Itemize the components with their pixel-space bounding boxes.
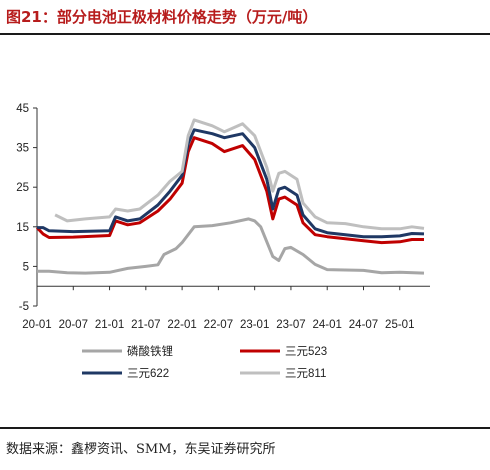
series-line xyxy=(54,118,425,231)
chart-legend: 磷酸铁锂 三元523 三元622 三元811 xyxy=(82,344,327,380)
chart-axes: -5 5 15 25 35 45 20-01 20-07 21-01 21-07 22-01 22-0… xyxy=(16,103,430,331)
y-tick-label: 25 xyxy=(16,182,29,194)
y-tick-label: 5 xyxy=(23,261,29,273)
y-tick-label: 45 xyxy=(16,103,29,115)
series-line xyxy=(35,136,424,245)
y-tick-label: 15 xyxy=(16,222,29,234)
legend-label: 三元523 xyxy=(285,346,327,358)
x-tick-label: 23-07 xyxy=(276,319,305,331)
x-tick-label: 24-07 xyxy=(349,319,378,331)
x-tick-label: 23-01 xyxy=(240,319,269,331)
x-tick-label: 20-01 xyxy=(22,319,51,331)
top-rule xyxy=(0,33,490,35)
figure-title: 图21：部分电池正极材料价格走势（万元/吨） xyxy=(6,8,318,26)
legend-label: 三元622 xyxy=(127,368,169,380)
x-tick-label: 22-07 xyxy=(204,319,233,331)
series-line xyxy=(37,217,425,275)
chart-series xyxy=(35,118,425,275)
bottom-rule xyxy=(0,427,490,429)
x-tick-label: 25-01 xyxy=(385,319,414,331)
x-tick-label: 20-07 xyxy=(59,319,88,331)
x-tick-label: 22-01 xyxy=(167,319,196,331)
legend-label: 三元811 xyxy=(285,368,326,380)
y-tick-label: -5 xyxy=(19,301,29,313)
x-tick-label: 21-07 xyxy=(131,319,160,331)
y-tick-label: 35 xyxy=(16,143,29,155)
source-note: 数据来源：鑫椤资讯、SMM，东吴证券研究所 xyxy=(6,442,276,457)
legend-label: 磷酸铁锂 xyxy=(127,344,173,358)
x-tick-label: 21-01 xyxy=(95,319,124,331)
x-tick-label: 24-01 xyxy=(313,319,342,331)
series-line xyxy=(37,128,425,239)
